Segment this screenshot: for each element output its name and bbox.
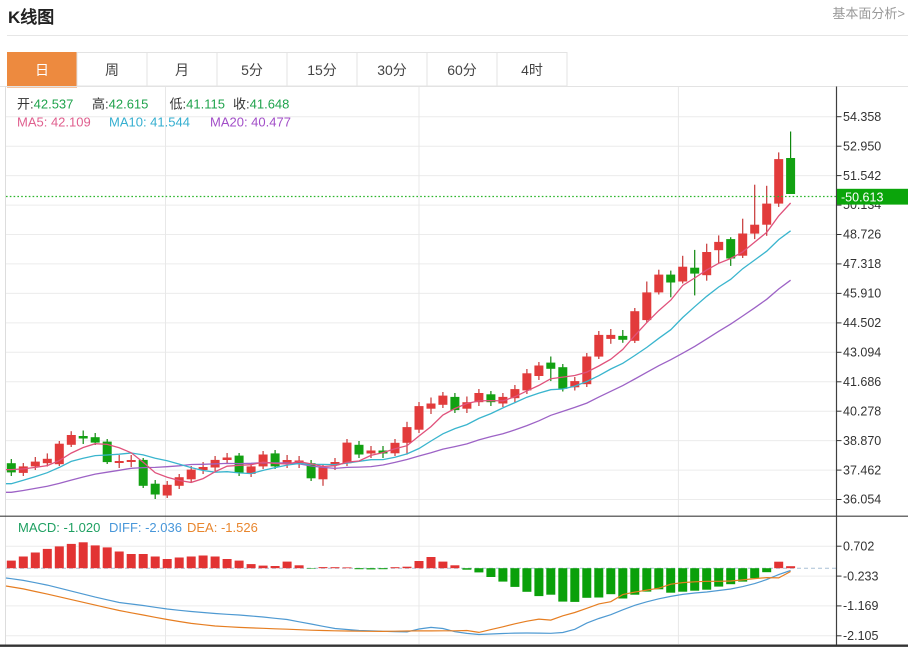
svg-text:5分: 5分 (241, 62, 263, 78)
svg-text:15分: 15分 (307, 62, 337, 78)
svg-text:41.686: 41.686 (843, 375, 881, 389)
svg-text:-50.613: -50.613 (841, 190, 883, 204)
svg-text:44.502: 44.502 (843, 316, 881, 330)
svg-text:MA20: 40.477: MA20: 40.477 (210, 115, 291, 130)
svg-text:38.870: 38.870 (843, 434, 881, 448)
svg-text:高:42.615: 高:42.615 (92, 97, 148, 112)
svg-text:60分: 60分 (447, 62, 477, 78)
svg-text:51.542: 51.542 (843, 169, 881, 183)
svg-text:-1.169: -1.169 (843, 599, 878, 613)
svg-text:MACD: -1.020: MACD: -1.020 (18, 520, 100, 535)
svg-text:52.950: 52.950 (843, 139, 881, 153)
svg-text:DEA: -1.526: DEA: -1.526 (187, 520, 258, 535)
svg-text:48.726: 48.726 (843, 228, 881, 242)
svg-text:MA5: 42.109: MA5: 42.109 (17, 115, 91, 130)
svg-text:36.054: 36.054 (843, 493, 881, 507)
svg-text:4时: 4时 (521, 62, 543, 78)
svg-text:日: 日 (35, 62, 49, 78)
svg-text:43.094: 43.094 (843, 346, 881, 360)
svg-text:K线图: K线图 (8, 7, 54, 27)
svg-text:月: 月 (175, 62, 189, 78)
svg-text:开:42.537: 开:42.537 (17, 97, 73, 112)
svg-text:40.278: 40.278 (843, 404, 881, 418)
svg-text:-2.105: -2.105 (843, 629, 878, 643)
svg-text:0.702: 0.702 (843, 539, 874, 553)
svg-text:低:41.115: 低:41.115 (170, 97, 225, 112)
svg-text:45.910: 45.910 (843, 287, 881, 301)
svg-text:MA10: 41.544: MA10: 41.544 (109, 115, 190, 130)
svg-text:-0.233: -0.233 (843, 569, 878, 583)
svg-text:37.462: 37.462 (843, 463, 881, 477)
svg-text:基本面分析>: 基本面分析> (832, 6, 905, 21)
svg-text:54.358: 54.358 (843, 110, 881, 124)
svg-text:47.318: 47.318 (843, 257, 881, 271)
svg-text:DIFF: -2.036: DIFF: -2.036 (109, 520, 182, 535)
svg-text:周: 周 (105, 62, 119, 78)
svg-text:30分: 30分 (377, 62, 407, 78)
svg-text:收:41.648: 收:41.648 (233, 97, 289, 112)
